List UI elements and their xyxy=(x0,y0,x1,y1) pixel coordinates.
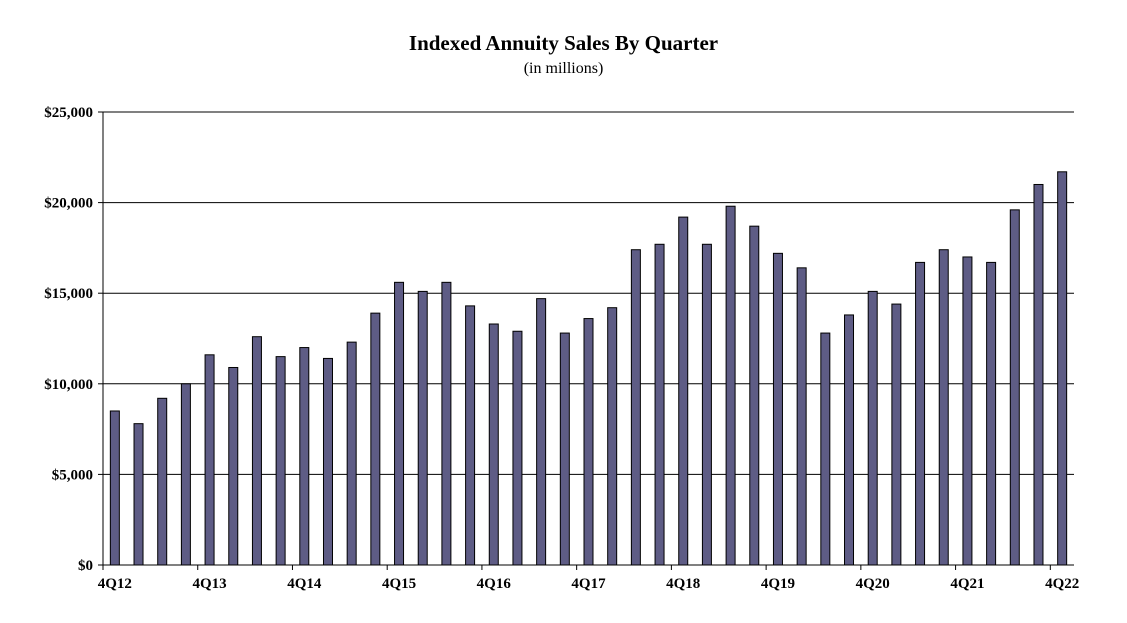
bar-4Q17 xyxy=(583,318,594,566)
bar-4Q14 xyxy=(299,347,310,566)
x-tick-label: 4Q17 xyxy=(571,576,606,592)
bar-4Q20 xyxy=(867,290,878,566)
x-tick-labels: 4Q12 4Q13 4Q14 4Q15 4Q16 4Q17 4Q18 4Q19 4Q20 4Q21… xyxy=(98,576,1079,592)
x-tick-label: 4Q14 xyxy=(287,576,322,592)
bar-4Q22 xyxy=(1057,171,1068,566)
y-tick-label: $10,000 xyxy=(44,377,93,393)
bar-2Q19 xyxy=(725,205,736,566)
y-tick-labels: $0 $5,000 $10,000 $15,000 $20,000 $25,000 xyxy=(44,105,93,574)
bar-3Q16 xyxy=(465,305,476,566)
bar-2Q18 xyxy=(630,249,641,566)
bar-3Q17 xyxy=(559,332,570,566)
bar-3Q20 xyxy=(844,314,855,566)
bar-2Q21 xyxy=(915,261,926,566)
bar-3Q13 xyxy=(180,383,191,566)
bar-4Q18 xyxy=(678,216,689,566)
y-tick-label: $15,000 xyxy=(44,286,93,302)
y-tick-label: $20,000 xyxy=(44,196,93,212)
bar-1Q20 xyxy=(796,267,807,566)
bar-2Q13 xyxy=(157,397,168,566)
bar-1Q17 xyxy=(512,330,523,566)
bar-3Q19 xyxy=(749,225,760,566)
bar-3Q15 xyxy=(370,312,381,566)
bar-1Q19 xyxy=(701,243,712,566)
axes xyxy=(98,111,1074,570)
chart-subtitle: (in millions) xyxy=(523,60,604,77)
bar-1Q14 xyxy=(228,366,239,566)
bar-4Q19 xyxy=(772,252,783,566)
chart-title: Indexed Annuity Sales By Quarter xyxy=(408,31,719,55)
x-tick-label: 4Q18 xyxy=(666,576,700,592)
x-tick-label: 4Q16 xyxy=(477,576,512,592)
bar-3Q22 xyxy=(1033,183,1044,566)
bar-1Q15 xyxy=(322,357,333,566)
bar-2Q22 xyxy=(1009,209,1020,566)
bar-1Q22 xyxy=(986,261,997,566)
x-tick-label: 4Q13 xyxy=(192,576,226,592)
bars xyxy=(109,171,1068,566)
bar-4Q21 xyxy=(962,256,973,566)
x-tick-label: 4Q20 xyxy=(856,576,890,592)
y-tick-label: $0 xyxy=(78,558,93,574)
bar-2Q17 xyxy=(536,298,547,566)
bar-3Q21 xyxy=(938,249,949,566)
bar-4Q16 xyxy=(488,323,499,566)
x-tick-label: 4Q19 xyxy=(761,576,795,592)
bar-2Q14 xyxy=(251,336,262,566)
x-tick-label: 4Q22 xyxy=(1045,576,1079,592)
bar-4Q12 xyxy=(109,410,120,566)
x-tick-label: 4Q12 xyxy=(98,576,132,592)
bar-2Q20 xyxy=(820,332,831,566)
bar-1Q21 xyxy=(891,303,902,566)
bar-2Q16 xyxy=(441,281,452,566)
bar-1Q13 xyxy=(133,423,144,566)
bar-4Q13 xyxy=(204,354,215,566)
bar-1Q18 xyxy=(607,307,618,566)
y-tick-label: $5,000 xyxy=(52,467,93,483)
bar-2Q15 xyxy=(346,341,357,566)
y-tick-label: $25,000 xyxy=(44,105,93,121)
bar-1Q16 xyxy=(417,290,428,566)
x-tick-label: 4Q21 xyxy=(950,576,984,592)
bar-3Q18 xyxy=(654,243,665,566)
bar-4Q15 xyxy=(394,281,405,566)
x-tick-label: 4Q15 xyxy=(382,576,416,592)
bar-3Q14 xyxy=(275,356,286,566)
